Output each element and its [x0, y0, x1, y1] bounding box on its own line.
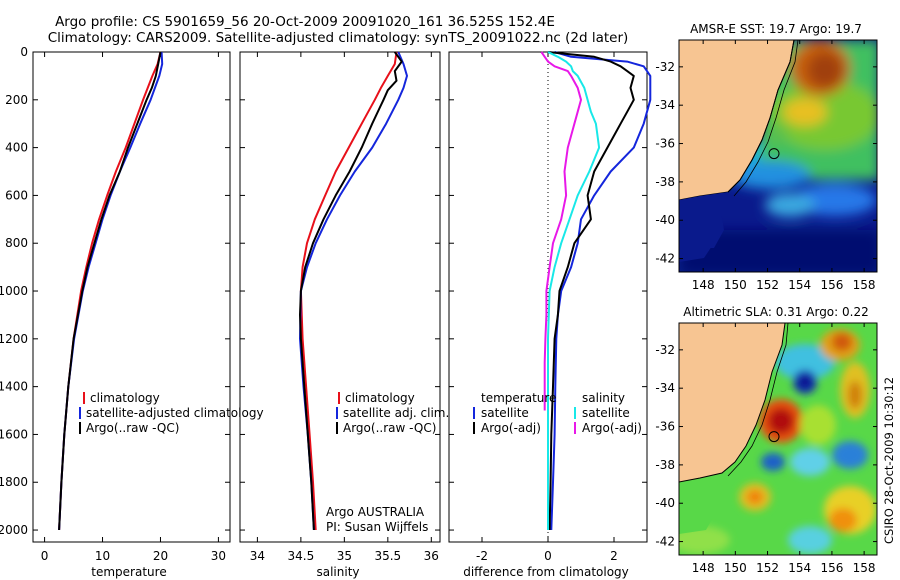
- map-x-tick-label: 152: [756, 561, 779, 575]
- legend-entry: Argo(-adj): [582, 421, 642, 435]
- salinity-plot-frame: [239, 51, 441, 543]
- difference-series-salinity-satellite: [547, 51, 601, 530]
- x-tick-label: 30: [211, 549, 226, 563]
- legend-entry: climatology: [345, 391, 415, 405]
- sst-map-frame: [678, 39, 878, 273]
- temperature-xlabel: temperature: [91, 565, 166, 579]
- sla-argo-marker: [768, 431, 780, 443]
- legend-entry: satellite: [582, 406, 630, 420]
- map-y-tick-label: -34: [655, 381, 675, 395]
- sla-map-frame: [678, 322, 878, 556]
- map-x-tick-label: 148: [692, 278, 715, 292]
- legend-entry: satellite adj. clim.: [343, 406, 449, 420]
- x-tick-label: 20: [153, 549, 168, 563]
- legend-entry: satellite-adjusted climatology: [86, 406, 264, 420]
- x-tick-label: 0: [544, 549, 552, 563]
- map-y-tick-label: -38: [655, 175, 675, 189]
- legend-heading-temperature: temperature: [481, 391, 556, 405]
- map-y-tick-label: -40: [655, 213, 675, 227]
- header-line-1: Argo profile: CS 5901659_56 20-Oct-2009 …: [55, 14, 555, 30]
- difference-series-salinity-argo-adj: [540, 51, 582, 411]
- map-y-tick-label: -42: [655, 535, 675, 549]
- sst-map-ticks: 148 150 152 154 156 158 -32 -34 -36 -38 -40 -42: [655, 40, 877, 292]
- legend-entry: Argo(..raw -QC): [86, 421, 179, 435]
- salinity-legend: climatology satellite adj. clim. Argo(..…: [336, 391, 449, 435]
- pi-label: PI: Susan Wijffels: [326, 520, 428, 534]
- map-x-tick-label: 154: [788, 561, 811, 575]
- x-tick-label: 36: [424, 549, 439, 563]
- temperature-legend: climatology satellite-adjusted climatolo…: [79, 391, 264, 435]
- x-tick-label: 34.5: [288, 549, 315, 563]
- map-x-tick-label: 152: [756, 278, 779, 292]
- x-tick-label: 0: [41, 549, 49, 563]
- map-x-tick-label: 158: [853, 561, 876, 575]
- sst-map-field: [679, 40, 877, 272]
- float-program-label: Argo AUSTRALIA: [326, 505, 425, 519]
- map-y-tick-label: -36: [655, 420, 675, 434]
- map-x-tick-label: 150: [724, 278, 747, 292]
- difference-legend: temperature satellite Argo(-adj) salinit…: [473, 391, 642, 435]
- map-y-tick-label: -38: [655, 458, 675, 472]
- legend-entry: satellite: [481, 406, 529, 420]
- sst-argo-marker: [768, 148, 780, 160]
- sla-map-field: [679, 323, 877, 555]
- sla-map-ticks: 148 150 152 154 156 158 -32 -34 -36 -38 -40 -42: [655, 323, 877, 575]
- y-tick-label: 2000: [0, 523, 28, 537]
- difference-xlabel: difference from climatology: [463, 565, 629, 579]
- x-tick-label: -2: [476, 549, 488, 563]
- map-y-tick-label: -32: [655, 343, 675, 357]
- map-x-tick-label: 148: [692, 561, 715, 575]
- map-x-tick-label: 150: [724, 561, 747, 575]
- y-tick-label: 1400: [0, 380, 28, 394]
- map-x-tick-label: 154: [788, 278, 811, 292]
- y-tick-label: 400: [5, 141, 28, 155]
- sst-map-title: AMSR-E SST: 19.7 Argo: 19.7: [690, 22, 862, 36]
- map-x-tick-label: 156: [820, 561, 843, 575]
- map-y-tick-label: -36: [655, 137, 675, 151]
- sla-map-title: Altimetric SLA: 0.31 Argo: 0.22: [683, 305, 868, 319]
- y-tick-label: 1600: [0, 427, 28, 441]
- profile-lines: [58, 51, 652, 542]
- difference-series-temperature-satellite: [550, 51, 652, 531]
- y-tick-label: 600: [5, 188, 28, 202]
- generation-stamp: CSIRO 28-Oct-2009 10:30:12: [882, 377, 896, 544]
- y-tick-label: 800: [5, 236, 28, 250]
- y-tick-label: 1800: [0, 475, 28, 489]
- map-x-tick-label: 158: [853, 278, 876, 292]
- map-y-tick-label: -34: [655, 98, 675, 112]
- x-tick-label: 2: [610, 549, 618, 563]
- axis-ticks: 0 10 20 30020040060080010001200140016001800…: [0, 45, 647, 563]
- salinity-series-climatology: [299, 51, 398, 531]
- difference-series-temperature-argo-adj: [547, 51, 635, 531]
- y-tick-label: 0: [20, 45, 28, 59]
- map-y-tick-label: -42: [655, 252, 675, 266]
- map-x-tick-label: 156: [820, 278, 843, 292]
- legend-entry: Argo(-adj): [481, 421, 541, 435]
- temperature-series-argo-raw-qc: [58, 51, 162, 531]
- x-tick-label: 35.5: [374, 549, 401, 563]
- salinity-series-argo-raw-qc: [299, 51, 403, 531]
- legend-heading-salinity: salinity: [582, 391, 625, 405]
- y-tick-label: 1000: [0, 284, 28, 298]
- x-tick-label: 10: [95, 549, 110, 563]
- map-y-tick-label: -40: [655, 496, 675, 510]
- header-line-2: Climatology: CARS2009. Satellite-adjuste…: [48, 30, 629, 46]
- legend-entry: climatology: [90, 391, 160, 405]
- map-y-tick-label: -32: [655, 60, 675, 74]
- salinity-xlabel: salinity: [316, 565, 359, 579]
- y-tick-label: 200: [5, 93, 28, 107]
- y-tick-label: 1200: [0, 332, 28, 346]
- x-tick-label: 34: [250, 549, 265, 563]
- x-tick-label: 35: [337, 549, 352, 563]
- legend-entry: Argo(..raw -QC): [343, 421, 436, 435]
